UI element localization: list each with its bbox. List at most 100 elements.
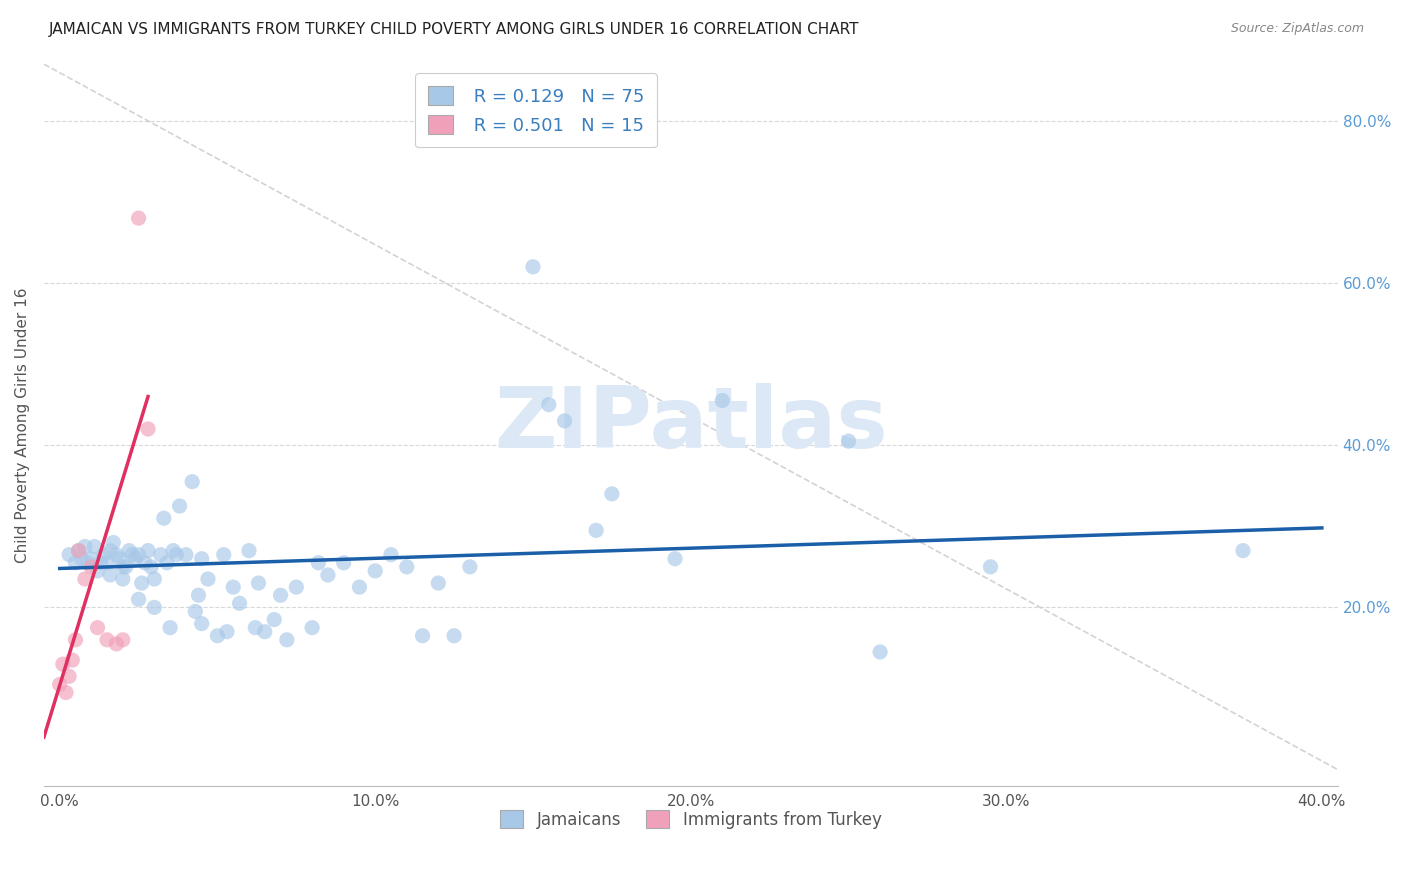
Point [52, 657, 75, 672]
Point [98, 543, 121, 558]
Point [197, 572, 219, 586]
Point [103, 535, 125, 549]
Point [301, 621, 323, 635]
Point [316, 568, 339, 582]
Point [412, 629, 434, 643]
Point [174, 548, 197, 562]
Point [121, 548, 143, 562]
Point [207, 629, 229, 643]
Point [159, 621, 181, 635]
Point [380, 548, 402, 562]
Point [152, 511, 174, 525]
Point [263, 613, 285, 627]
Point [73, 540, 96, 554]
Text: Source: ZipAtlas.com: Source: ZipAtlas.com [1230, 22, 1364, 36]
Point [247, 576, 270, 591]
Point [458, 559, 481, 574]
Point [443, 629, 465, 643]
Point [156, 556, 179, 570]
Point [285, 580, 308, 594]
Point [65, 556, 87, 570]
Point [276, 632, 298, 647]
Point [73, 572, 96, 586]
Point [169, 499, 191, 513]
Point [105, 548, 128, 562]
Point [111, 559, 134, 574]
Point [67, 543, 90, 558]
Point [349, 580, 371, 594]
Point [190, 551, 212, 566]
Point [105, 637, 128, 651]
Point [980, 559, 1002, 574]
Point [86, 621, 108, 635]
Point [537, 398, 560, 412]
Point [128, 548, 150, 562]
Point [364, 564, 387, 578]
Point [165, 548, 187, 562]
Point [80, 559, 103, 574]
Point [55, 685, 77, 699]
Point [238, 543, 260, 558]
Point [270, 588, 292, 602]
Point [184, 604, 207, 618]
Point [332, 556, 354, 570]
Point [190, 616, 212, 631]
Point [58, 669, 80, 683]
Point [143, 572, 166, 586]
Point [600, 487, 623, 501]
Point [80, 551, 103, 566]
Point [48, 677, 70, 691]
Point [131, 576, 153, 591]
Text: ZIPatlas: ZIPatlas [494, 384, 887, 467]
Point [1232, 543, 1254, 558]
Point [222, 580, 245, 594]
Point [215, 624, 238, 639]
Point [664, 551, 686, 566]
Point [93, 548, 115, 562]
Point [111, 572, 134, 586]
Point [90, 556, 112, 570]
Point [77, 556, 100, 570]
Point [253, 624, 276, 639]
Legend: Jamaicans, Immigrants from Turkey: Jamaicans, Immigrants from Turkey [494, 803, 889, 835]
Point [108, 551, 131, 566]
Point [427, 576, 450, 591]
Point [67, 543, 90, 558]
Point [228, 596, 250, 610]
Point [83, 540, 105, 554]
Point [111, 632, 134, 647]
Point [869, 645, 891, 659]
Point [98, 568, 121, 582]
Point [58, 548, 80, 562]
Point [585, 524, 607, 538]
Point [118, 543, 141, 558]
Point [143, 600, 166, 615]
Point [149, 548, 172, 562]
Point [554, 414, 576, 428]
Y-axis label: Child Poverty Among Girls Under 16: Child Poverty Among Girls Under 16 [15, 287, 30, 563]
Point [141, 559, 163, 574]
Point [128, 592, 150, 607]
Point [60, 653, 83, 667]
Point [96, 632, 118, 647]
Point [187, 588, 209, 602]
Point [124, 551, 146, 566]
Point [212, 548, 235, 562]
Point [70, 551, 93, 566]
Point [838, 434, 860, 449]
Point [395, 559, 418, 574]
Point [134, 556, 156, 570]
Point [65, 632, 87, 647]
Point [162, 543, 184, 558]
Point [522, 260, 544, 274]
Point [136, 543, 159, 558]
Point [181, 475, 204, 489]
Text: JAMAICAN VS IMMIGRANTS FROM TURKEY CHILD POVERTY AMONG GIRLS UNDER 16 CORRELATIO: JAMAICAN VS IMMIGRANTS FROM TURKEY CHILD… [49, 22, 859, 37]
Point [115, 559, 138, 574]
Point [711, 393, 734, 408]
Point [136, 422, 159, 436]
Point [245, 621, 267, 635]
Point [307, 556, 329, 570]
Point [128, 211, 150, 226]
Point [86, 564, 108, 578]
